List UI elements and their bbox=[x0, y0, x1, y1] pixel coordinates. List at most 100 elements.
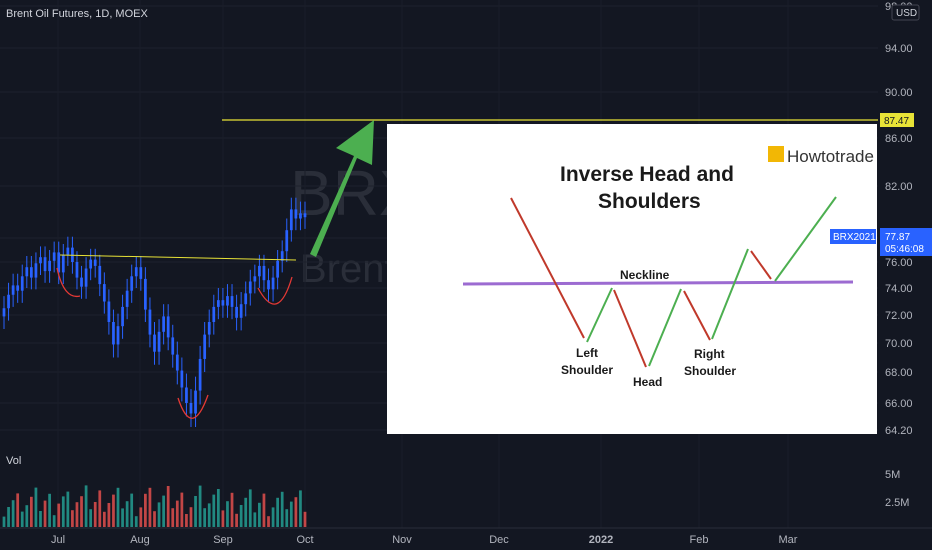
brand-logo-icon bbox=[768, 146, 784, 162]
candle-body bbox=[148, 309, 152, 335]
inset-title-line2: Shoulders bbox=[598, 190, 701, 213]
candle-body bbox=[102, 284, 106, 302]
candle-body bbox=[98, 265, 102, 285]
volume-bar bbox=[125, 501, 129, 527]
time-tick-label: Aug bbox=[130, 534, 150, 546]
candle-body bbox=[166, 316, 170, 338]
candle-body bbox=[303, 213, 307, 218]
candle-body bbox=[258, 265, 261, 277]
currency-badge[interactable] bbox=[891, 4, 920, 21]
volume-bar bbox=[235, 513, 238, 527]
volume-bar bbox=[66, 491, 70, 527]
chart-title[interactable]: Brent Oil Futures, 1D, MOEX bbox=[6, 8, 148, 20]
time-tick-label: Sep bbox=[213, 534, 233, 546]
volume-bar bbox=[121, 508, 124, 527]
price-tick-label: 68.00 bbox=[885, 367, 913, 379]
volume-bar bbox=[212, 494, 216, 527]
target-price-badge bbox=[880, 113, 914, 127]
time-tick-label: Mar bbox=[779, 534, 798, 546]
volume-bar bbox=[71, 510, 74, 527]
volume-bar bbox=[285, 509, 289, 527]
candle-body bbox=[89, 259, 93, 269]
inset-right-shoulder-1: Right bbox=[694, 347, 725, 361]
volume-series bbox=[2, 485, 307, 527]
volume-bar bbox=[116, 487, 120, 527]
candle-body bbox=[107, 301, 111, 322]
volume-bar bbox=[258, 502, 261, 527]
volume-label: Vol bbox=[6, 455, 21, 467]
price-tick-label: 82.00 bbox=[885, 181, 913, 193]
volume-bar bbox=[80, 496, 83, 527]
volume-bar bbox=[276, 497, 280, 527]
volume-tick-label: 5M bbox=[885, 469, 900, 481]
volume-bar bbox=[198, 485, 202, 527]
volume-bar bbox=[262, 493, 266, 527]
volume-bar bbox=[180, 492, 184, 527]
volume-bar bbox=[43, 500, 47, 527]
candle-body bbox=[93, 259, 97, 266]
candle-body bbox=[276, 260, 280, 278]
price-tick-label: 76.00 bbox=[885, 257, 913, 269]
price-tick-label: 72.00 bbox=[885, 310, 913, 322]
volume-bar bbox=[89, 509, 93, 527]
time-tick-label: Dec bbox=[489, 534, 509, 546]
candle-body bbox=[130, 276, 134, 291]
candle-body bbox=[57, 252, 61, 273]
candle-body bbox=[139, 267, 143, 279]
candle-body bbox=[175, 354, 179, 371]
candle-body bbox=[157, 331, 161, 352]
price-tick-label: 70.00 bbox=[885, 338, 913, 350]
volume-bar bbox=[289, 501, 293, 527]
candle-body bbox=[16, 285, 20, 291]
candle-body bbox=[48, 260, 51, 272]
candle-body bbox=[216, 300, 220, 307]
volume-bar bbox=[303, 511, 307, 527]
candle-body bbox=[230, 296, 234, 307]
candle-body bbox=[267, 280, 270, 290]
volume-axis: 5M 2.5M bbox=[885, 469, 909, 509]
inset-head: Head bbox=[633, 375, 662, 389]
time-axis[interactable]: Jul Aug Sep Oct Nov Dec 2022 Feb Mar bbox=[51, 534, 798, 546]
symbol-badge-label: BRX2021 bbox=[833, 232, 876, 243]
head-curve bbox=[177, 394, 209, 419]
price-axis[interactable]: 98.0094.0090.0086.0082.0078.0076.0074.00… bbox=[885, 1, 913, 437]
candle-body bbox=[2, 308, 6, 317]
volume-bar bbox=[239, 505, 243, 527]
volume-bar bbox=[226, 501, 229, 527]
volume-bar bbox=[253, 512, 257, 527]
volume-bar bbox=[271, 507, 275, 527]
candle-body bbox=[294, 209, 298, 219]
candle-body bbox=[144, 278, 147, 310]
candle-body bbox=[34, 263, 38, 278]
countdown-value: 05:46:08 bbox=[885, 244, 924, 255]
inset-title-line1: Inverse Head and bbox=[560, 163, 734, 186]
candle-body bbox=[171, 337, 175, 355]
neckline-drawing[interactable] bbox=[59, 254, 297, 261]
volume-bar bbox=[11, 500, 15, 527]
candle-body bbox=[226, 296, 229, 306]
volume-bar bbox=[75, 502, 79, 527]
time-tick-label: Oct bbox=[296, 534, 313, 546]
price-tick-label: 86.00 bbox=[885, 133, 913, 145]
candle-body bbox=[235, 306, 238, 318]
candle-body bbox=[134, 267, 138, 277]
volume-bar bbox=[107, 503, 111, 527]
inset-brand: Howtotrade bbox=[787, 147, 874, 166]
volume-bar bbox=[84, 485, 88, 527]
candle-body bbox=[212, 306, 216, 322]
pattern-arrows bbox=[510, 196, 837, 368]
candle-body bbox=[189, 403, 193, 414]
volume-bar bbox=[248, 489, 252, 527]
time-tick-label: 2022 bbox=[589, 534, 613, 546]
volume-bar bbox=[20, 511, 24, 527]
volume-bar bbox=[207, 503, 211, 527]
candle-body bbox=[75, 262, 79, 278]
candle-body bbox=[285, 230, 289, 252]
candle-body bbox=[61, 254, 65, 273]
candle-body bbox=[25, 267, 29, 277]
time-tick-label: Jul bbox=[51, 534, 65, 546]
volume-bar bbox=[185, 514, 188, 527]
inset-left-shoulder-2: Shoulder bbox=[561, 363, 613, 377]
volume-bar bbox=[162, 495, 165, 527]
